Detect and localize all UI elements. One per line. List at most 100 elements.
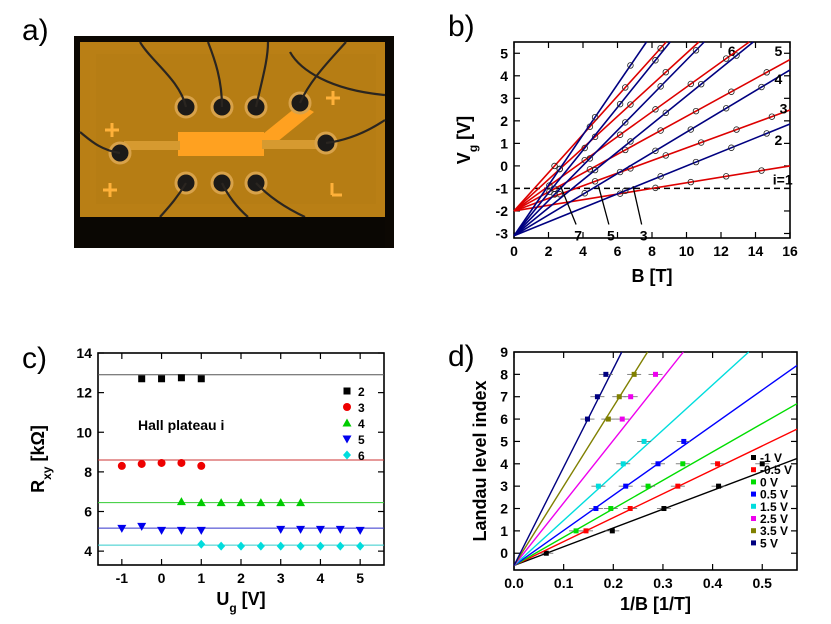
legend-label: -0.5 V bbox=[760, 463, 792, 477]
plot-frame bbox=[97, 352, 385, 566]
data-point bbox=[662, 109, 669, 117]
fit-line--0.5 V bbox=[513, 428, 798, 567]
data-point-6 bbox=[237, 541, 245, 551]
data-point bbox=[586, 155, 594, 162]
data-point-4 bbox=[216, 498, 226, 507]
data-point-3 bbox=[197, 461, 206, 470]
data-point-0 V bbox=[680, 461, 686, 467]
alignment-marks bbox=[103, 91, 342, 197]
y-tick-label: -2 bbox=[496, 203, 509, 219]
data-point bbox=[768, 113, 776, 120]
fit-line-0 V bbox=[513, 403, 798, 567]
x-tick-label: 0.5 bbox=[753, 575, 773, 591]
x-tick-label: 0.3 bbox=[653, 575, 673, 591]
data-point bbox=[622, 187, 629, 194]
data-point--1 V bbox=[759, 461, 765, 467]
legend-label: 2.5 V bbox=[760, 512, 788, 526]
data-point-5 bbox=[137, 522, 147, 531]
panel-d-landau-index-chart: 0.0 0.1 0.2 0.3 0.4 0.5 0 1 2 3 4 5 6 7 8 9 -1 V-0.5 V0 … bbox=[470, 344, 798, 614]
data-point bbox=[652, 184, 659, 192]
x-tick-label: 2 bbox=[545, 243, 553, 259]
fit-line--1 V bbox=[513, 457, 798, 567]
legend-label: 0 V bbox=[760, 475, 778, 489]
data-point bbox=[758, 167, 765, 174]
data-point-2.5 V bbox=[619, 416, 625, 422]
data-point-2 bbox=[158, 375, 166, 383]
arrow-label: 5 bbox=[607, 228, 615, 244]
arrow-label: 7 bbox=[574, 228, 582, 244]
fan-line-3 bbox=[513, 69, 791, 237]
x-tick-label: 0.4 bbox=[703, 575, 723, 591]
data-point bbox=[763, 69, 770, 76]
x-tick-label: -1 bbox=[116, 570, 129, 586]
data-point--0.5 V bbox=[583, 528, 589, 534]
data-point bbox=[581, 144, 588, 152]
data-point--1 V bbox=[543, 550, 549, 556]
data-point-4 bbox=[176, 497, 186, 506]
y-tick-label: 6 bbox=[500, 411, 508, 427]
data-point-5 bbox=[196, 526, 206, 535]
legend-label: 5 V bbox=[760, 536, 778, 550]
data-point bbox=[622, 119, 629, 126]
data-point bbox=[692, 47, 700, 54]
y-axis-label: Vg [V] bbox=[454, 116, 480, 164]
data-point bbox=[662, 68, 669, 76]
data-point bbox=[687, 178, 695, 186]
fan-line-1 bbox=[513, 123, 791, 237]
y-tick-label: -3 bbox=[496, 225, 509, 241]
legend-label: 6 bbox=[358, 449, 365, 463]
data-point bbox=[551, 191, 558, 198]
data-point-6 bbox=[296, 541, 305, 551]
legend-marker bbox=[751, 479, 756, 485]
data-point bbox=[728, 88, 735, 95]
legend-label: 2 bbox=[358, 385, 365, 399]
data-point-3 bbox=[117, 461, 126, 470]
x-tick-label: 0.0 bbox=[504, 575, 524, 591]
data-point-1.5 V bbox=[620, 461, 626, 467]
data-point bbox=[627, 138, 634, 145]
x-tick-label: 0 bbox=[510, 243, 518, 259]
data-point--1 V bbox=[716, 483, 722, 489]
data-point-1.5 V bbox=[641, 438, 647, 444]
arrow-line bbox=[597, 186, 610, 225]
data-point-4 bbox=[256, 498, 266, 507]
fit-line-1.5 V bbox=[513, 351, 750, 567]
legend-label: 3 bbox=[358, 401, 365, 415]
x-tick-label: 3 bbox=[277, 570, 285, 586]
y-tick-label: 0 bbox=[500, 545, 508, 561]
y-tick-label: 5 bbox=[500, 45, 508, 61]
data-point bbox=[627, 62, 634, 69]
data-point-5 bbox=[276, 525, 286, 534]
fan-line-2 bbox=[513, 109, 791, 212]
fan-line-5 bbox=[513, 41, 754, 237]
x-tick-label: 5 bbox=[356, 570, 364, 586]
y-tick-label: -1 bbox=[496, 180, 509, 196]
data-point-5 bbox=[117, 524, 127, 533]
legend-marker-4 bbox=[342, 418, 352, 427]
data-point-2 bbox=[138, 375, 146, 383]
fan-line-10 bbox=[513, 41, 667, 212]
data-point-4 bbox=[196, 498, 206, 507]
legend-label: 1.5 V bbox=[760, 500, 788, 514]
data-point bbox=[581, 190, 588, 197]
data-point-4 bbox=[236, 498, 246, 507]
data-point-5 V bbox=[584, 416, 590, 422]
legend-marker-6 bbox=[343, 450, 351, 460]
data-point bbox=[728, 144, 735, 151]
panel-label-b: b) bbox=[448, 10, 475, 43]
fit-line-3.5 V bbox=[513, 351, 649, 566]
fan-line-0 bbox=[513, 165, 791, 212]
data-point-2.5 V bbox=[653, 371, 658, 377]
data-point bbox=[657, 127, 664, 134]
y-tick-label: 3 bbox=[500, 90, 508, 106]
data-point-3.5 V bbox=[616, 394, 622, 400]
data-point-5 bbox=[335, 525, 345, 534]
y-tick-label: 7 bbox=[500, 389, 508, 405]
data-point bbox=[652, 147, 659, 154]
data-point-5 bbox=[315, 525, 325, 534]
fan-line-label: 2 bbox=[774, 132, 782, 148]
data-point bbox=[546, 188, 553, 196]
data-point-6 bbox=[256, 541, 265, 551]
y-tick-label: 14 bbox=[76, 345, 92, 361]
